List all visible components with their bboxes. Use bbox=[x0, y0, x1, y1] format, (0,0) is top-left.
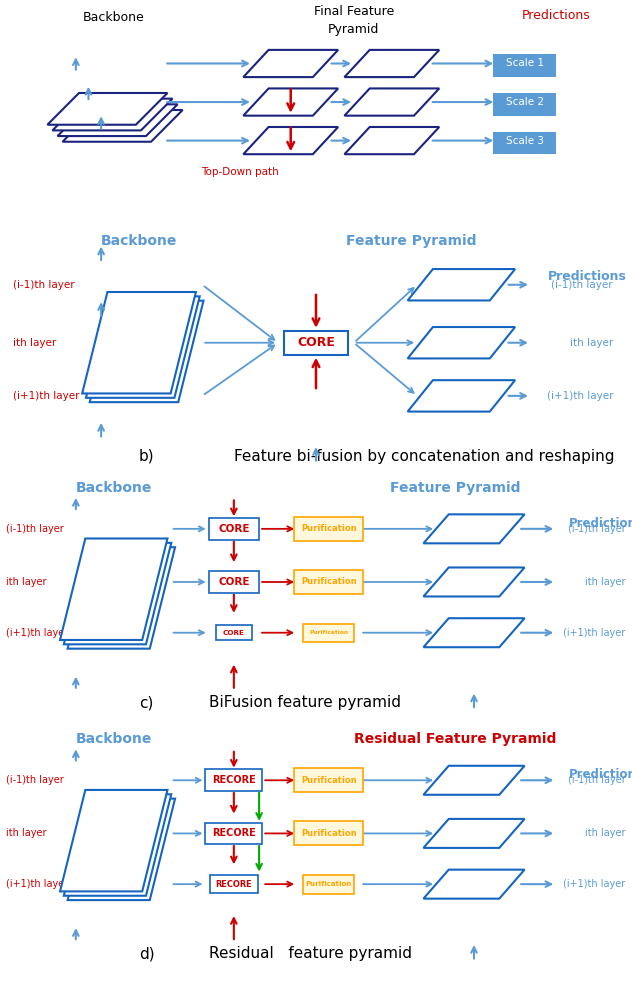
Polygon shape bbox=[423, 568, 525, 597]
Text: Purification: Purification bbox=[301, 776, 356, 785]
Polygon shape bbox=[68, 547, 175, 649]
Polygon shape bbox=[64, 543, 171, 644]
Polygon shape bbox=[58, 105, 178, 136]
Polygon shape bbox=[64, 795, 171, 895]
Polygon shape bbox=[423, 870, 525, 898]
Text: Predictions: Predictions bbox=[522, 9, 590, 22]
Text: Purification: Purification bbox=[301, 525, 356, 533]
Polygon shape bbox=[344, 127, 439, 154]
Text: Purification: Purification bbox=[301, 578, 356, 587]
Text: Backbone: Backbone bbox=[76, 480, 152, 495]
Text: (i+1)th layer: (i+1)th layer bbox=[564, 880, 626, 889]
Text: CORE: CORE bbox=[223, 630, 245, 636]
FancyBboxPatch shape bbox=[216, 625, 252, 640]
Text: RECORE: RECORE bbox=[212, 828, 256, 838]
Text: Predictions: Predictions bbox=[569, 517, 632, 529]
Text: Final Feature: Final Feature bbox=[314, 5, 394, 18]
FancyBboxPatch shape bbox=[294, 517, 363, 541]
Text: (i+1)th layer: (i+1)th layer bbox=[547, 390, 613, 401]
Text: RECORE: RECORE bbox=[216, 880, 252, 888]
Polygon shape bbox=[47, 93, 167, 125]
Text: ith layer: ith layer bbox=[585, 828, 626, 838]
Text: CORE: CORE bbox=[218, 577, 250, 587]
Polygon shape bbox=[423, 819, 525, 848]
Text: Feature bi-fusion by concatenation and reshaping: Feature bi-fusion by concatenation and r… bbox=[234, 449, 614, 463]
Text: Residual   feature pyramid: Residual feature pyramid bbox=[209, 947, 411, 961]
FancyBboxPatch shape bbox=[209, 571, 259, 593]
Text: CORE: CORE bbox=[297, 336, 335, 349]
Text: ith layer: ith layer bbox=[6, 828, 47, 838]
Polygon shape bbox=[68, 799, 175, 900]
Polygon shape bbox=[423, 515, 525, 543]
Text: (i+1)th layer: (i+1)th layer bbox=[13, 390, 79, 401]
Text: Scale 3: Scale 3 bbox=[506, 136, 544, 146]
Text: Residual Feature Pyramid: Residual Feature Pyramid bbox=[354, 732, 556, 746]
Text: d): d) bbox=[139, 947, 155, 961]
Text: Scale 2: Scale 2 bbox=[506, 97, 544, 107]
Text: (i+1)th layer: (i+1)th layer bbox=[6, 880, 68, 889]
Polygon shape bbox=[60, 790, 167, 891]
Polygon shape bbox=[86, 297, 200, 397]
FancyBboxPatch shape bbox=[493, 131, 556, 154]
FancyBboxPatch shape bbox=[294, 768, 363, 793]
Text: Purification: Purification bbox=[309, 630, 348, 635]
Text: Scale 1: Scale 1 bbox=[506, 58, 544, 68]
Text: (i-1)th layer: (i-1)th layer bbox=[568, 775, 626, 785]
Text: (i-1)th layer: (i-1)th layer bbox=[551, 280, 613, 290]
Polygon shape bbox=[52, 99, 173, 130]
Text: CORE: CORE bbox=[218, 524, 250, 533]
Text: ith layer: ith layer bbox=[6, 577, 47, 587]
FancyBboxPatch shape bbox=[210, 876, 258, 893]
Text: (i-1)th layer: (i-1)th layer bbox=[6, 524, 64, 533]
Text: b): b) bbox=[139, 449, 155, 463]
Text: (i-1)th layer: (i-1)th layer bbox=[6, 775, 64, 785]
Text: ith layer: ith layer bbox=[570, 338, 613, 348]
Text: (i-1)th layer: (i-1)th layer bbox=[13, 280, 75, 290]
Polygon shape bbox=[82, 292, 196, 393]
FancyBboxPatch shape bbox=[209, 518, 259, 539]
Text: Feature Pyramid: Feature Pyramid bbox=[390, 480, 520, 495]
Polygon shape bbox=[60, 538, 167, 640]
Text: BiFusion feature pyramid: BiFusion feature pyramid bbox=[209, 695, 401, 710]
FancyBboxPatch shape bbox=[294, 570, 363, 594]
Text: Purification: Purification bbox=[301, 829, 356, 838]
Text: (i+1)th layer: (i+1)th layer bbox=[564, 628, 626, 638]
FancyBboxPatch shape bbox=[205, 769, 262, 791]
Text: c): c) bbox=[139, 695, 154, 710]
Polygon shape bbox=[243, 127, 338, 154]
Polygon shape bbox=[90, 301, 204, 402]
Polygon shape bbox=[408, 381, 515, 411]
Polygon shape bbox=[63, 110, 183, 142]
Polygon shape bbox=[423, 766, 525, 795]
FancyBboxPatch shape bbox=[205, 822, 262, 844]
Text: Feature Pyramid: Feature Pyramid bbox=[346, 234, 476, 248]
Polygon shape bbox=[243, 50, 338, 77]
FancyBboxPatch shape bbox=[303, 875, 354, 893]
FancyBboxPatch shape bbox=[284, 330, 348, 355]
Text: Backbone: Backbone bbox=[76, 732, 152, 746]
Text: (i-1)th layer: (i-1)th layer bbox=[568, 524, 626, 533]
Polygon shape bbox=[344, 50, 439, 77]
Polygon shape bbox=[243, 89, 338, 115]
Text: Pyramid: Pyramid bbox=[328, 23, 380, 35]
Text: Purification: Purification bbox=[305, 881, 352, 887]
Text: Top-Down path: Top-Down path bbox=[201, 167, 279, 176]
Polygon shape bbox=[344, 89, 439, 115]
Text: Predictions: Predictions bbox=[549, 270, 627, 283]
Polygon shape bbox=[423, 618, 525, 647]
Text: ith layer: ith layer bbox=[13, 338, 56, 348]
FancyBboxPatch shape bbox=[493, 54, 556, 77]
Polygon shape bbox=[408, 327, 515, 359]
Text: (i+1)th layer: (i+1)th layer bbox=[6, 628, 68, 638]
FancyBboxPatch shape bbox=[303, 624, 354, 642]
FancyBboxPatch shape bbox=[493, 93, 556, 115]
Text: Backbone: Backbone bbox=[83, 11, 145, 25]
Text: Predictions: Predictions bbox=[569, 768, 632, 781]
Text: RECORE: RECORE bbox=[212, 775, 256, 785]
FancyBboxPatch shape bbox=[294, 821, 363, 846]
Text: Backbone: Backbone bbox=[101, 234, 177, 248]
Text: ith layer: ith layer bbox=[585, 577, 626, 587]
Polygon shape bbox=[408, 269, 515, 301]
